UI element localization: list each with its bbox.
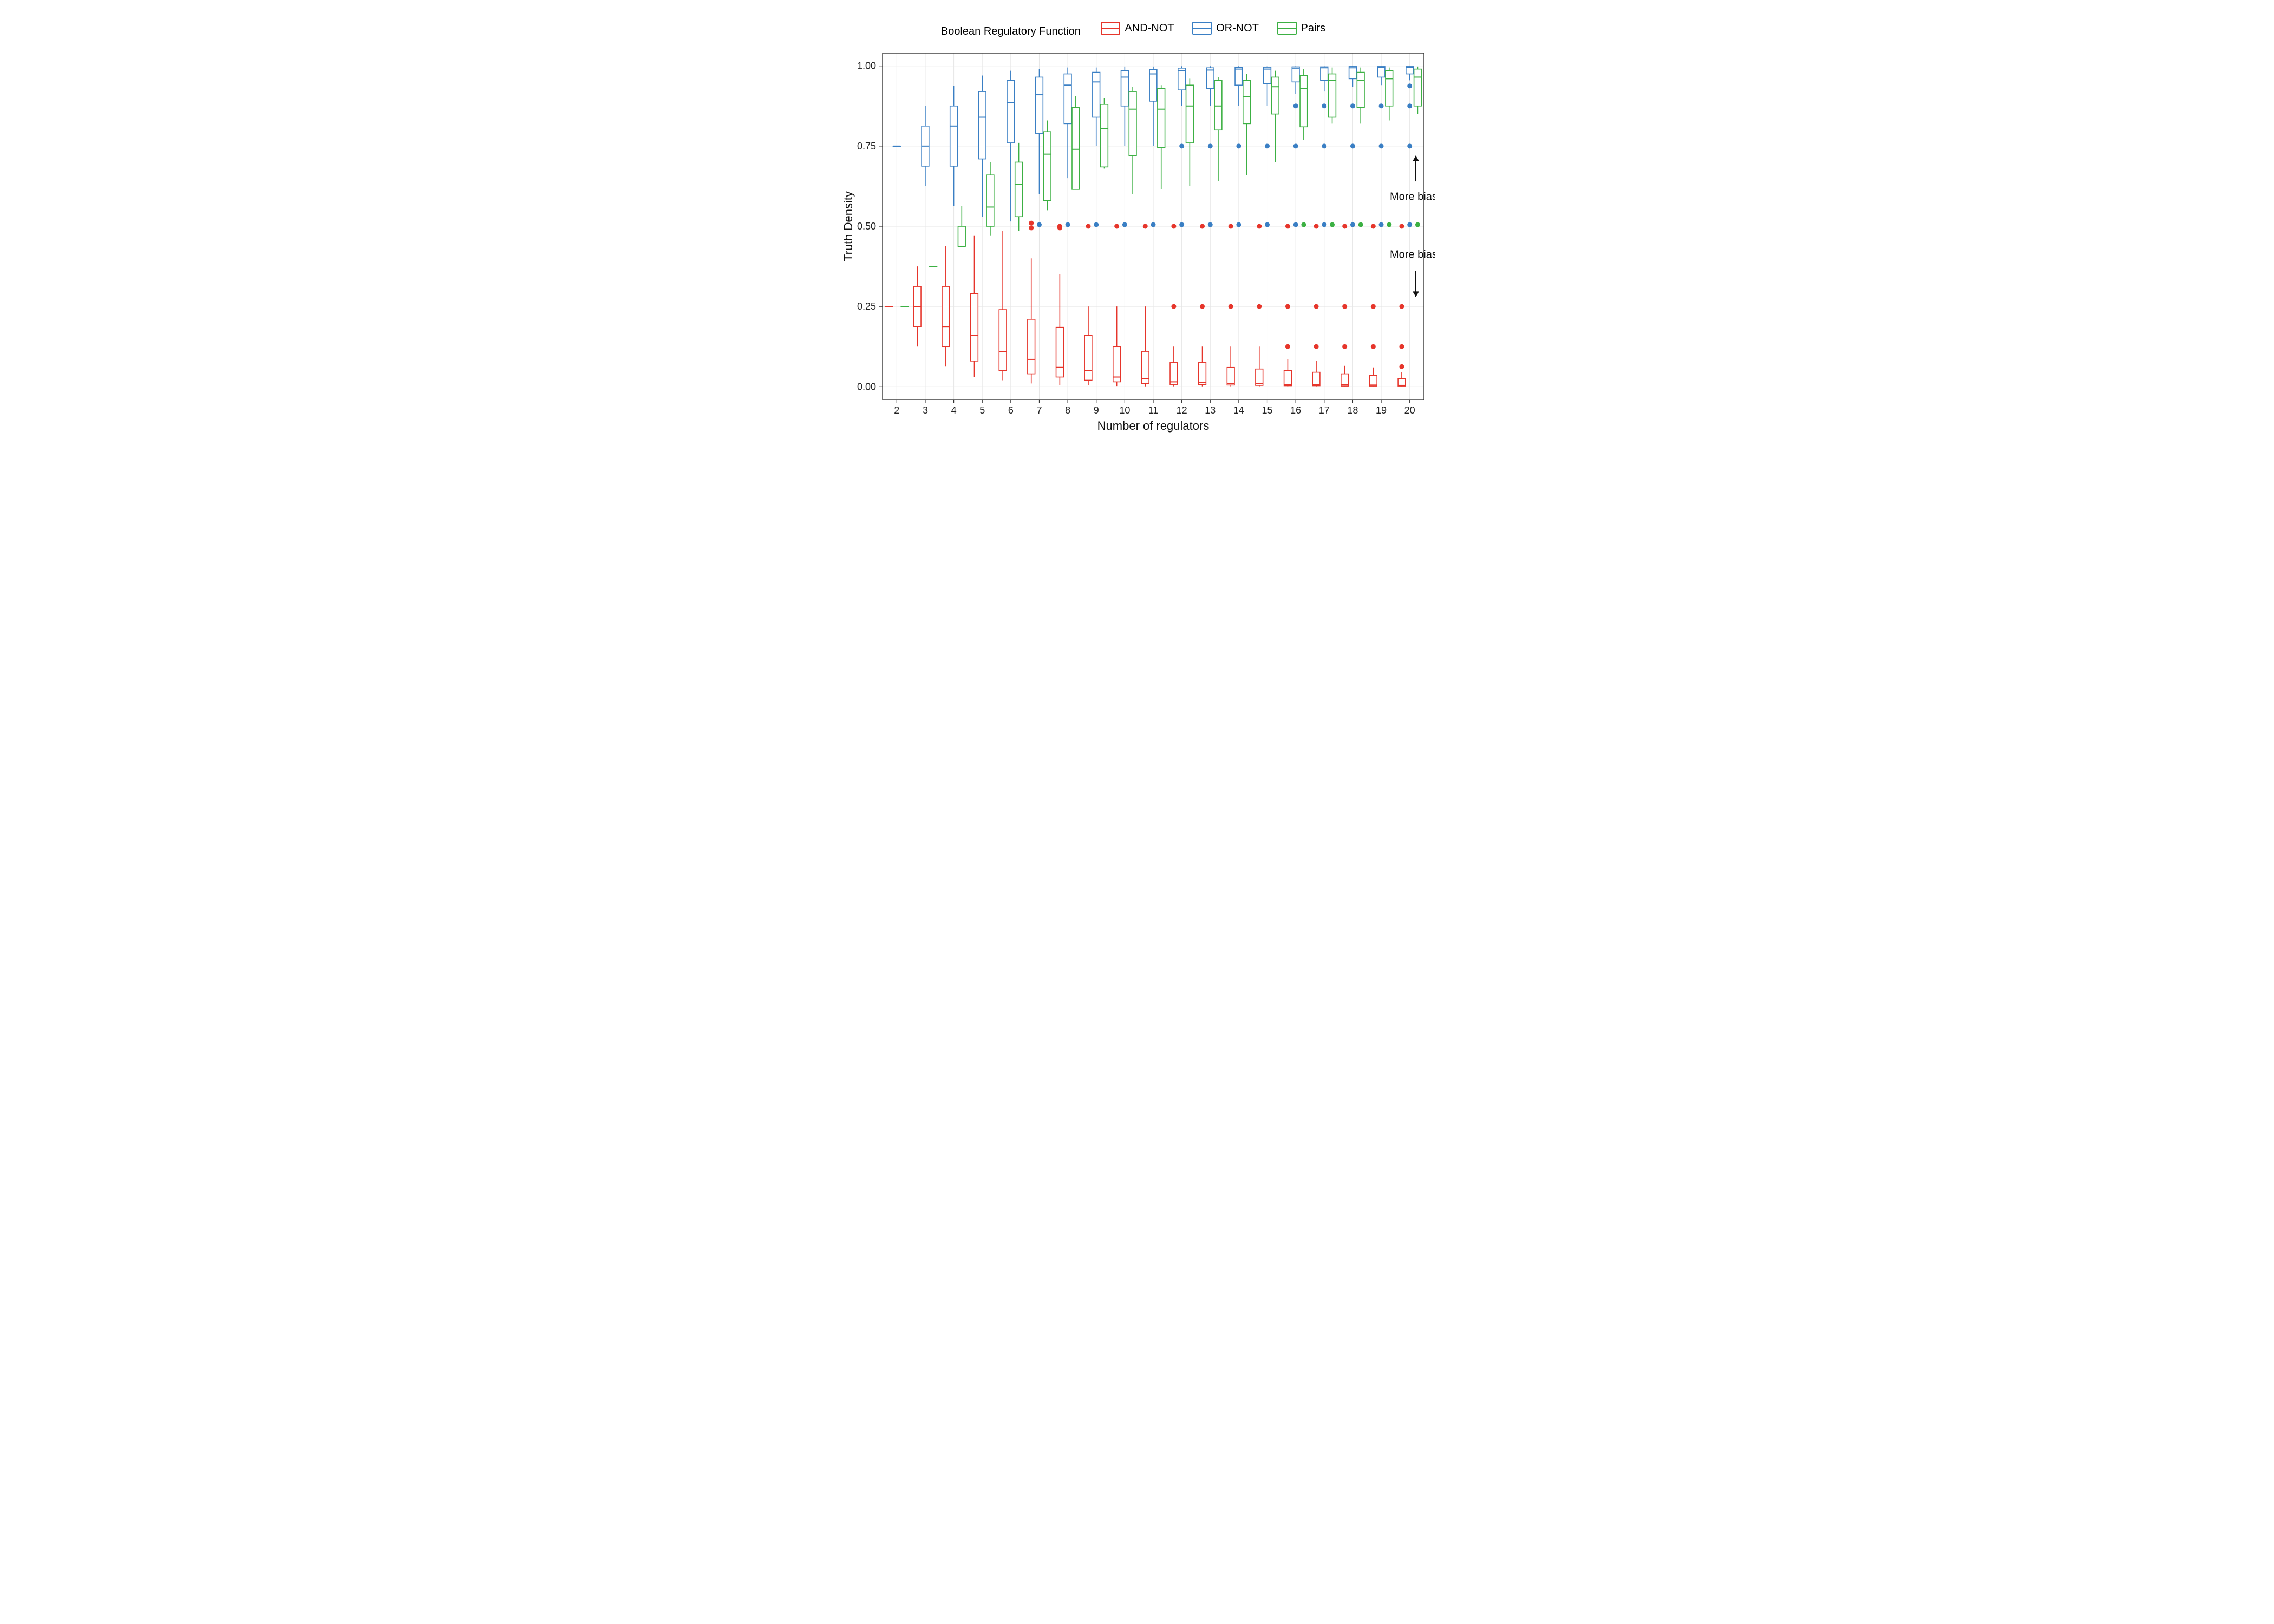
legend-item-ornot: OR-NOT [1192, 22, 1259, 35]
svg-text:14: 14 [1233, 405, 1244, 416]
legend-label: OR-NOT [1216, 22, 1259, 35]
legend-key-icon [1192, 22, 1212, 35]
svg-text:6: 6 [1008, 405, 1014, 416]
legend-key-icon [1101, 22, 1120, 35]
svg-text:18: 18 [1347, 405, 1358, 416]
svg-text:12: 12 [1177, 405, 1187, 416]
chart-container: Boolean Regulatory Function AND-NOT OR-N… [839, 22, 1435, 444]
svg-text:15: 15 [1262, 405, 1273, 416]
legend-item-andnot: AND-NOT [1101, 22, 1174, 35]
legend-title: Boolean Regulatory Function [941, 25, 1081, 37]
svg-text:0.00: 0.00 [857, 381, 876, 392]
svg-text:Truth Density: Truth Density [841, 191, 855, 261]
svg-text:1.00: 1.00 [857, 61, 876, 71]
legend-key-icon [1277, 22, 1297, 35]
legend-item-pairs: Pairs [1277, 22, 1326, 35]
svg-text:More bias: More bias [1390, 248, 1435, 260]
svg-text:8: 8 [1065, 405, 1070, 416]
svg-text:0.50: 0.50 [857, 221, 876, 232]
svg-text:17: 17 [1319, 405, 1330, 416]
svg-text:0.25: 0.25 [857, 301, 876, 312]
legend-label: AND-NOT [1125, 22, 1174, 35]
svg-text:13: 13 [1205, 405, 1216, 416]
legend-label: Pairs [1301, 22, 1326, 35]
boxplot-svg: 0.00 0.25 0.50 0.75 1.00 2 3 4 5 6 7 8 9 10 11 12 13 14 15… [839, 48, 1435, 437]
plot-area: 0.00 0.25 0.50 0.75 1.00 2 3 4 5 6 7 8 9 10 11 12 13 14 15… [839, 48, 1435, 437]
svg-text:3: 3 [923, 405, 928, 416]
svg-text:20: 20 [1404, 405, 1415, 416]
svg-text:9: 9 [1094, 405, 1099, 416]
legend: Boolean Regulatory Function AND-NOT OR-N… [839, 22, 1435, 38]
svg-text:11: 11 [1148, 405, 1159, 416]
svg-text:7: 7 [1036, 405, 1042, 416]
svg-text:2: 2 [894, 405, 899, 416]
svg-text:Number of regulators: Number of regulators [1097, 419, 1210, 433]
svg-text:5: 5 [979, 405, 985, 416]
svg-text:0.75: 0.75 [857, 141, 876, 152]
svg-text:4: 4 [951, 405, 957, 416]
svg-text:16: 16 [1290, 405, 1301, 416]
svg-text:10: 10 [1119, 405, 1130, 416]
svg-text:More bias: More bias [1390, 191, 1435, 203]
svg-text:19: 19 [1376, 405, 1387, 416]
